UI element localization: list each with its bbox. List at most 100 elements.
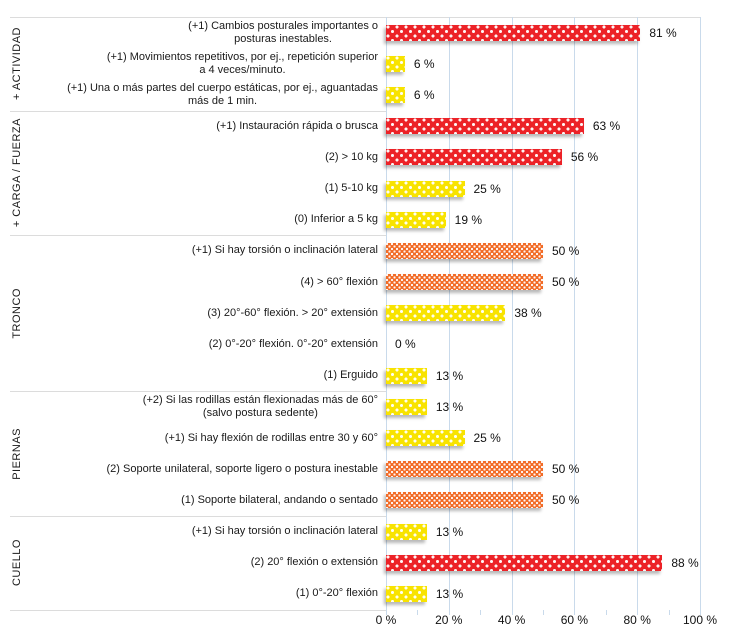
- row-label: (+2) Si las rodillas están flexionadas m…: [142, 393, 378, 419]
- gridline-80: [637, 17, 639, 610]
- bar-value-label: 50 %: [552, 243, 580, 258]
- bar-yellow: [386, 211, 446, 228]
- bar-value-label: 38 %: [514, 306, 542, 321]
- bar-value-label: 13 %: [435, 399, 464, 414]
- row-label-cell: (+1) Movimientos repetitivos, por ej., r…: [0, 51, 378, 77]
- bar-row: (+1) Si hay flexión de rodillas entre 30…: [0, 422, 735, 453]
- row-label-cell: (2) Soporte unilateral, soporte ligero o…: [0, 462, 379, 476]
- x-axis-tick-10: [417, 610, 419, 615]
- row-label: (+1) Una o más partes del cuerpo estátic…: [67, 81, 378, 107]
- bar-red: [386, 118, 584, 135]
- group-label: CUELLO: [11, 539, 23, 587]
- bar-row: (0) Inferior a 5 kg 19 %: [0, 204, 735, 235]
- bar-track: 50 %: [386, 461, 700, 478]
- group-label: + CARGA / FUERZA: [11, 118, 23, 228]
- bar-row: (3) 20°-60° flexión. > 20° extensión 38 %: [0, 298, 735, 329]
- row-label: (+1) Si hay torsión o inclinación latera…: [191, 525, 378, 538]
- group-label: + ACTIVIDAD: [11, 27, 23, 101]
- bar-row: (1) Erguido 13 %: [0, 360, 735, 391]
- bar-row: (1) Soporte bilateral, andando o sentado…: [0, 485, 735, 516]
- bar-yellow: [386, 523, 427, 540]
- row-label: (0) Inferior a 5 kg: [294, 213, 378, 226]
- bar-track: 50 %: [386, 492, 700, 509]
- bar-track: 56 %: [386, 149, 700, 166]
- row-label: (4) > 60° flexión: [300, 275, 378, 288]
- row-label-cell: (+1) Si hay torsión o inclinación latera…: [0, 244, 378, 257]
- bar-track: 13 %: [386, 398, 700, 415]
- group-label-box: PIERNAS: [6, 391, 28, 516]
- group-label-box: + ACTIVIDAD: [6, 17, 28, 111]
- bar-orange: [386, 242, 543, 259]
- bar-value-label: 63 %: [592, 119, 621, 134]
- bar-row: (+1) Movimientos repetitivos, por ej., r…: [0, 48, 735, 79]
- bar-track: 81 %: [386, 24, 700, 41]
- bar-row: (2) Soporte unilateral, soporte ligero o…: [0, 454, 735, 485]
- bar-yellow: [386, 585, 427, 602]
- bar-track: 88 %: [386, 554, 700, 571]
- bar-red: [386, 554, 663, 571]
- bar-value-label: 81 %: [649, 25, 677, 40]
- bar-track: 50 %: [386, 242, 700, 259]
- bar-track: 50 %: [386, 274, 700, 291]
- bar-yellow: [386, 367, 427, 384]
- bar-track: 13 %: [386, 367, 700, 384]
- group-label: PIERNAS: [11, 427, 23, 480]
- bar-track: 38 %: [386, 305, 700, 322]
- x-axis-tick-30: [480, 610, 482, 615]
- bar-track: 25 %: [386, 430, 700, 447]
- row-label: (1) 5-10 kg: [324, 182, 378, 195]
- bar-row: (2) 0°-20° flexión. 0°-20° extensión 0 %: [0, 329, 735, 360]
- group-separator: [10, 110, 386, 112]
- row-label-cell: (1) 5-10 kg: [0, 182, 378, 195]
- group-separator: [10, 516, 386, 518]
- row-label: (2) 20° flexión o extensión: [250, 556, 378, 569]
- x-axis-label: 80 %: [623, 613, 651, 627]
- row-label: (1) Erguido: [323, 369, 378, 382]
- bar-value-label: 25 %: [473, 431, 501, 446]
- bar-yellow: [386, 430, 465, 447]
- bar-value-label: 50 %: [552, 493, 580, 508]
- bar-track: 13 %: [386, 585, 700, 602]
- bar-value-label: 50 %: [552, 275, 580, 290]
- bar-orange: [386, 274, 543, 291]
- row-label-cell: (3) 20°-60° flexión. > 20° extensión: [0, 307, 378, 320]
- x-axis-label: 40 %: [497, 613, 526, 627]
- group-label-box: TRONCO: [6, 235, 28, 391]
- group-label-box: CUELLO: [6, 516, 28, 610]
- bar-yellow: [386, 55, 405, 72]
- x-axis-tick-70: [605, 610, 607, 615]
- bar-yellow: [386, 398, 427, 415]
- x-axis-tick-90: [668, 610, 670, 615]
- x-axis-label: 60 %: [560, 613, 589, 627]
- bar-yellow: [386, 180, 465, 197]
- row-label-cell: (2) 20° flexión o extensión: [0, 556, 378, 569]
- bar-row: (+1) Si hay torsión o inclinación latera…: [0, 516, 735, 547]
- row-label: (2) Soporte unilateral, soporte ligero o…: [106, 462, 379, 475]
- group-separator: [10, 609, 386, 611]
- bar-row: (2) 20° flexión o extensión 88 %: [0, 547, 735, 578]
- bar-value-label: 13 %: [435, 368, 464, 383]
- bar-value-label: 13 %: [435, 524, 464, 539]
- row-label: (+1) Instauración rápida o brusca: [216, 119, 378, 132]
- bar-row: (+1) Cambios posturales importantes o po…: [0, 17, 735, 48]
- bar-track: 6 %: [386, 55, 700, 72]
- row-label-cell: (+2) Si las rodillas están flexionadas m…: [0, 394, 378, 420]
- bar-row: (1) 5-10 kg 25 %: [0, 173, 735, 204]
- row-label-cell: (+1) Si hay flexión de rodillas entre 30…: [0, 432, 378, 445]
- row-label-cell: (0) Inferior a 5 kg: [0, 213, 378, 226]
- bar-track: 13 %: [386, 523, 700, 540]
- bar-yellow: [386, 86, 405, 103]
- row-label: (+1) Si hay torsión o inclinación latera…: [191, 244, 378, 257]
- x-axis-label: 20 %: [435, 613, 463, 627]
- gridline-100: [700, 17, 701, 610]
- bar-value-label: 6 %: [413, 87, 435, 102]
- x-axis-tick-0: [386, 610, 387, 615]
- gridline-60: [574, 17, 576, 610]
- row-label: (1) Soporte bilateral, andando o sentado: [181, 493, 378, 506]
- bar-value-label: 56 %: [570, 150, 599, 165]
- row-label: (+1) Cambios posturales importantes o po…: [188, 19, 378, 45]
- group-label-box: + CARGA / FUERZA: [6, 111, 28, 236]
- bar-red: [386, 149, 562, 166]
- group-label: TRONCO: [11, 288, 23, 339]
